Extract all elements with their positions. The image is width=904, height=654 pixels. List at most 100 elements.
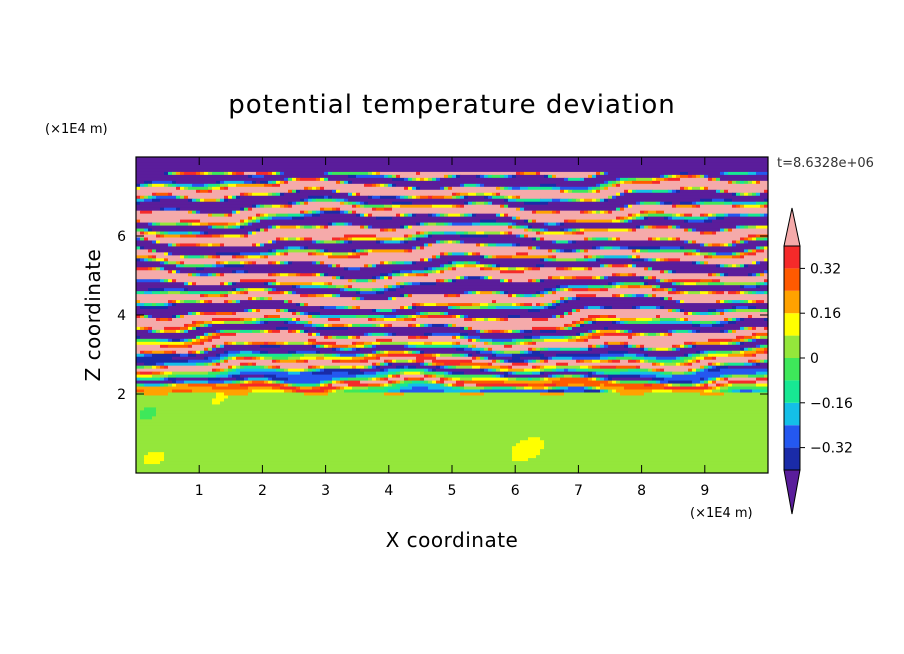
contour-cell [196, 273, 201, 277]
contour-cell [376, 240, 381, 245]
contour-cell [392, 338, 469, 343]
contour-cell [544, 231, 565, 236]
contour-cell [200, 300, 205, 304]
contour-cell [664, 362, 677, 367]
contour-cell [600, 377, 605, 382]
contour-cell [440, 380, 445, 385]
contour-cell [628, 255, 633, 259]
y-axis-ticks: 246 [117, 229, 768, 403]
contour-cell [152, 249, 157, 253]
contour-cell [308, 329, 477, 334]
contour-cell [580, 249, 585, 253]
contour-cell [756, 338, 768, 343]
contour-cell [444, 380, 457, 385]
contour-cell [592, 365, 601, 370]
contour-cell [756, 362, 761, 367]
contour-cell [312, 213, 321, 218]
contour-cell [312, 315, 317, 319]
contour-cell [352, 306, 357, 310]
contour-cell [520, 195, 609, 200]
contour-cell [316, 198, 333, 203]
contour-cell [336, 285, 345, 289]
contour-cell [736, 306, 749, 310]
contour-cell [584, 320, 589, 325]
contour-cell [512, 371, 517, 376]
contour-cell [284, 291, 289, 295]
contour-cell [472, 353, 493, 358]
contour-cell [480, 365, 501, 370]
contour-cell [148, 183, 153, 188]
contour-cell [584, 383, 601, 388]
contour-cell [272, 297, 353, 301]
contour-cell [564, 276, 573, 280]
contour-cell [496, 192, 501, 197]
contour-cell [480, 368, 485, 373]
contour-cell [556, 255, 585, 259]
contour-cell [404, 240, 409, 245]
contour-cell [600, 356, 609, 361]
contour-cell [752, 237, 757, 242]
contour-cell [588, 347, 593, 352]
contour-cell [272, 180, 277, 185]
contour-cell [300, 210, 305, 215]
contour-cell [524, 207, 617, 212]
contour-cell [612, 183, 617, 188]
contour-cell [248, 291, 269, 295]
contour-cell [260, 309, 277, 313]
contour-cell [396, 282, 401, 286]
contour-cell [472, 377, 509, 382]
contour-cell [532, 326, 557, 331]
contour-cell [136, 350, 141, 355]
contour-cell [644, 225, 649, 230]
contour-cell [696, 261, 701, 265]
contour-cell [192, 338, 197, 343]
contour-cell [340, 380, 345, 385]
contour-cell [396, 174, 401, 179]
contour-cell [272, 282, 277, 286]
contour-cell [164, 362, 197, 367]
contour-cell [136, 306, 141, 310]
contour-cell [372, 276, 377, 280]
contour-cell [528, 234, 749, 239]
contour-cell [424, 368, 429, 373]
contour-cell [648, 237, 653, 242]
contour-cell [548, 258, 553, 262]
contour-cell [348, 237, 353, 242]
contour-cell [356, 279, 369, 283]
contour-cell [212, 320, 225, 325]
contour-cell [576, 198, 581, 203]
contour-cell [424, 267, 429, 271]
contour-cell [180, 270, 233, 274]
contour-cell [456, 347, 465, 352]
contour-cell [156, 267, 161, 271]
contour-cell [324, 252, 333, 256]
contour-cell [308, 186, 313, 191]
contour-cell [144, 231, 149, 236]
contour-cell [536, 237, 541, 242]
contour-cell [636, 249, 641, 253]
contour-cell [640, 374, 657, 379]
contour-cell [492, 347, 529, 352]
contour-cell [356, 365, 365, 370]
contour-cell [344, 222, 349, 227]
contour-cell [420, 171, 517, 176]
contour-cell [420, 282, 437, 286]
contour-cell [164, 377, 169, 382]
contour-cell [616, 180, 621, 185]
contour-cell [388, 389, 401, 394]
contour-cell [712, 252, 717, 256]
contour-cell [488, 329, 493, 334]
contour-cell [392, 183, 397, 188]
contour-cell [636, 294, 645, 298]
contour-cell [396, 365, 405, 370]
contour-cell [424, 341, 433, 346]
contour-cell [664, 306, 733, 310]
contour-cell [276, 309, 281, 313]
contour-cell [212, 323, 305, 328]
contour-cell [596, 189, 601, 194]
contour-cell [400, 174, 445, 179]
contour-cell [288, 320, 297, 325]
contour-cell [548, 356, 553, 361]
contour-cell [488, 306, 497, 310]
contour-cell [228, 383, 241, 388]
